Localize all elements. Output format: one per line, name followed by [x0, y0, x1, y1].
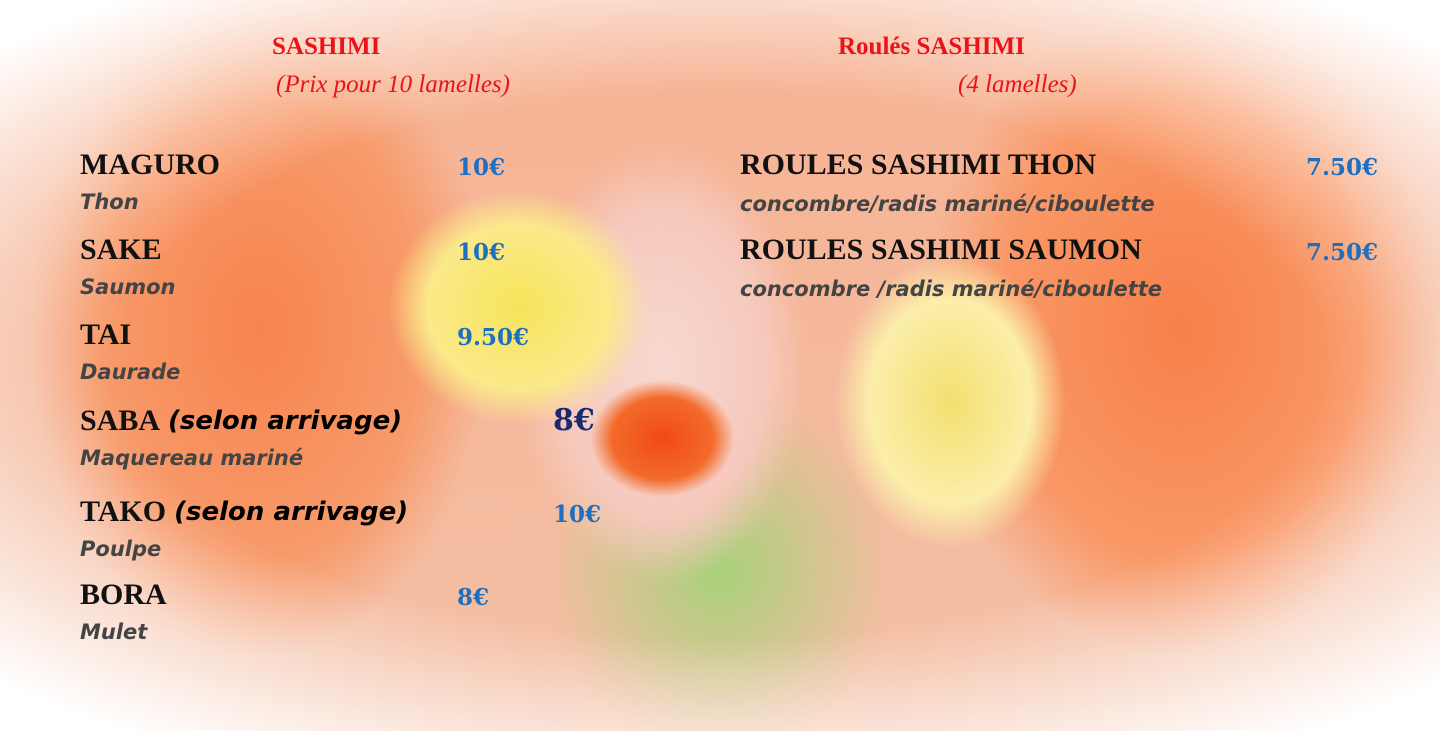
item-name: SAKE [80, 233, 162, 266]
item-desc: Daurade [80, 360, 181, 384]
item-name: BORA [80, 578, 167, 611]
section-subtitle: (4 lamelles) [958, 71, 1077, 98]
item-name: MAGURO [80, 148, 220, 181]
item-price: 10€ [553, 501, 602, 528]
item-note: (selon arrivage) [174, 497, 409, 527]
item-desc: concombre /radis mariné/ciboulette [740, 277, 1163, 301]
item-price: 8€ [457, 584, 490, 611]
item-name: TAI [80, 318, 132, 351]
item-desc: concombre/radis mariné/ciboulette [740, 192, 1155, 216]
item-price: 8€ [553, 403, 595, 438]
item-name: SABA [80, 404, 161, 437]
item-price: 10€ [457, 239, 506, 266]
item-name: ROULES SASHIMI SAUMON [740, 233, 1142, 266]
item-desc: Thon [80, 190, 139, 214]
item-name: ROULES SASHIMI THON [740, 148, 1097, 181]
item-desc: Mulet [80, 620, 148, 644]
section-subtitle: (Prix pour 10 lamelles) [276, 71, 510, 98]
item-price: 10€ [457, 154, 506, 181]
item-desc: Poulpe [80, 537, 162, 561]
item-desc: Maquereau mariné [80, 446, 304, 470]
item-price: 7.50€ [1306, 239, 1379, 266]
item-price: 9.50€ [457, 324, 530, 351]
section-title: SASHIMI [272, 33, 381, 60]
item-note: (selon arrivage) [168, 406, 403, 436]
item-desc: Saumon [80, 275, 176, 299]
item-price: 7.50€ [1306, 154, 1379, 181]
item-name: TAKO [80, 495, 167, 528]
section-title: Roulés SASHIMI [838, 33, 1025, 60]
